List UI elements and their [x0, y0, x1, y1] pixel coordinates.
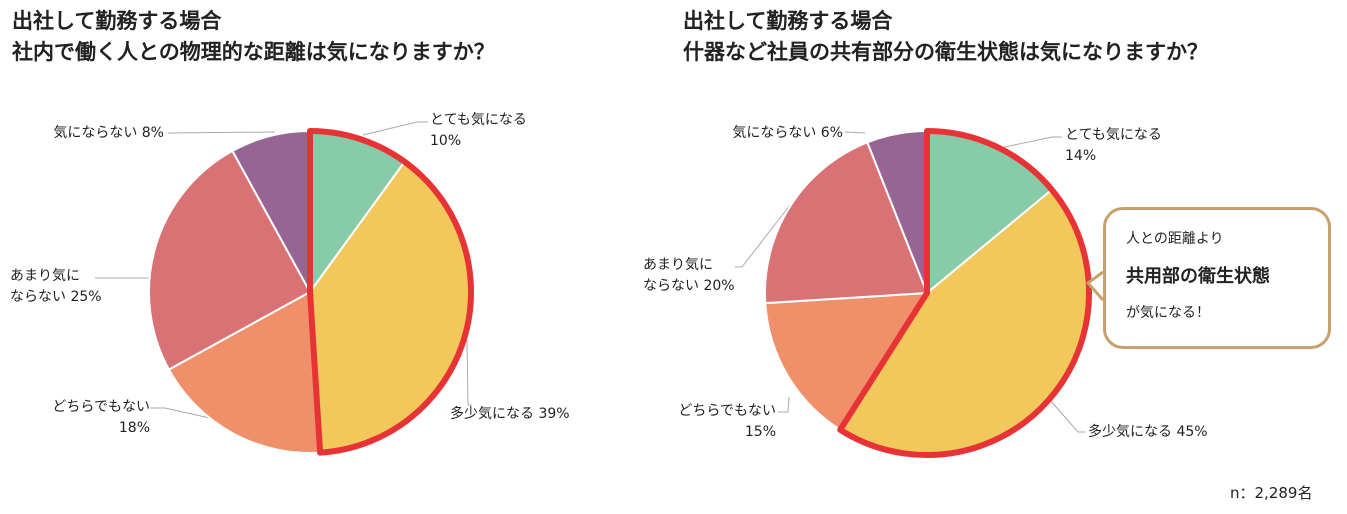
pie1-label-neutral: どちらでもない 18% [52, 399, 150, 436]
pie-slice-3 [167, 290, 322, 454]
pie-slice-3 [764, 291, 929, 432]
pie1-label-somewhat: 多少気になる 39% [450, 406, 570, 422]
pie2-label-very: とても気になる 14% [1065, 127, 1162, 164]
pie1-label-not-at-all: 気にならない 8% [53, 125, 164, 141]
callout-line1: 人との距離より [1126, 231, 1224, 247]
pie-chart-1 [148, 128, 474, 456]
highlight-outline [837, 128, 1092, 458]
callout-line3: が気になる！ [1126, 305, 1210, 321]
leader-lines [95, 121, 1085, 433]
pie-slice-4 [764, 141, 929, 305]
pie1-label-very: とても気になる 10% [430, 112, 527, 149]
pie1-label-not-much: あまり気に ならない 25% [10, 268, 102, 305]
chart1-title-line1: 出社して勤務する場合 [12, 9, 222, 33]
chart1-title: 出社して勤務する場合 社内で働く人との物理的な距離は気になりますか？ [12, 6, 495, 68]
chart1-title-line2: 社内で働く人との物理的な距離は気になりますか？ [12, 40, 495, 64]
chart2-title-line2: 什器など社員の共有部分の衛生状態は気になりますか？ [683, 40, 1208, 64]
pie2-label-not-at-all: 気にならない 6% [732, 125, 843, 141]
sample-size: n：2,289名 [1230, 484, 1313, 502]
pie-slice-4 [148, 149, 312, 371]
chart2-title-line1: 出社して勤務する場合 [683, 9, 893, 33]
callout-line2: 共用部の衛生状態 [1126, 266, 1270, 287]
pie2-label-not-much: あまり気に ならない 20% [643, 257, 735, 294]
callout-box: 人との距離より 共用部の衛生状態 が気になる！ [1103, 207, 1331, 349]
highlight-outline [307, 128, 474, 456]
pie2-label-neutral: どちらでもない 15% [678, 403, 776, 440]
chart2-title: 出社して勤務する場合 什器など社員の共有部分の衛生状態は気になりますか？ [683, 6, 1208, 68]
pie-chart-2 [764, 128, 1092, 458]
callout-pointer [1085, 270, 1105, 301]
pie2-label-somewhat: 多少気になる 45% [1088, 424, 1208, 440]
